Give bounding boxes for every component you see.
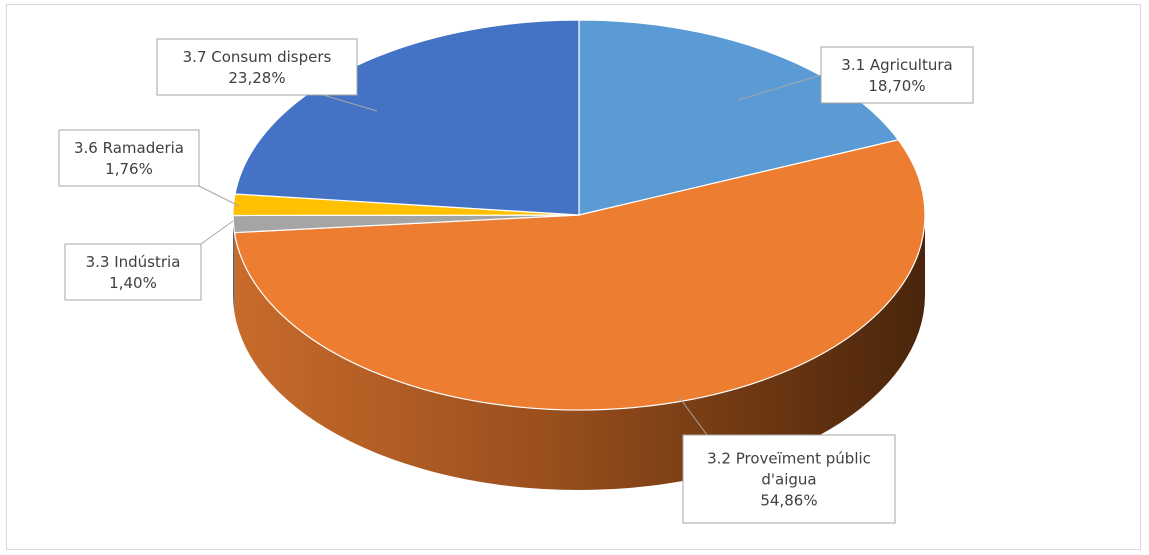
data-label-value-5: 23,28% [228,69,285,87]
data-label-category-4: 3.6 Ramaderia [74,139,184,157]
data-label-value-4: 1,76% [105,160,153,178]
pie-slice-1 [578,19,900,216]
data-label-category-2: d'aigua [761,471,816,489]
data-label-box-3 [64,243,202,301]
pie-top-layer [232,19,926,411]
leader-line-1 [737,74,822,101]
data-label-category-1: 3.1 Agricultura [841,56,952,74]
leader-line-5 [322,94,378,112]
data-label-box-5 [156,38,358,96]
data-label-category-3: 3.3 Indústria [86,253,181,271]
data-label-box-2 [682,434,896,524]
pie-chart: 3.1 Agricultura 18,70% 3.2 Proveïment públ… [58,19,974,524]
data-label-value-1: 18,70% [868,77,925,95]
chart-area: 3.1 Agricultura 18,70% 3.2 Proveïment públ… [6,4,1141,550]
data-labels: 3.1 Agricultura 18,70% 3.2 Proveïment públ… [58,38,974,524]
pie-side-3 [233,215,235,313]
data-label-box-1 [820,46,974,104]
pie-side-2 [234,215,925,491]
leader-line-3 [200,220,234,245]
leader-line-4 [198,185,240,207]
leader-line-2 [678,396,708,436]
pie-slice-2 [233,139,926,411]
data-label-box-4 [58,129,200,187]
pie-side-layer [233,215,925,491]
data-label-value-2: 54,86% [760,492,817,510]
leader-lines [198,74,822,436]
data-label-category-2: 3.2 Proveïment públic [707,450,871,468]
data-label-category-5: 3.7 Consum dispers [183,48,332,66]
data-label-value-3: 1,40% [109,274,157,292]
